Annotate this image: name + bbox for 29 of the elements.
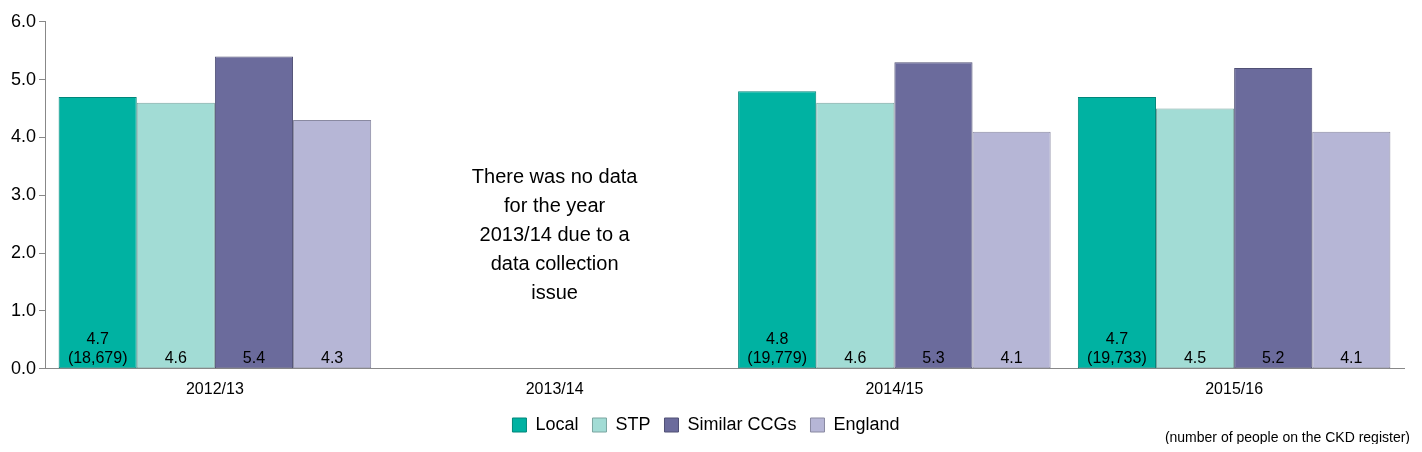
data-label: 4.7 (19,733) (1087, 330, 1147, 367)
legend-label: Similar CCGs (687, 413, 797, 434)
y-tick-label: 0.0 (10, 357, 37, 378)
data-label: 4.6 (164, 349, 188, 367)
data-label: 5.2 (1262, 349, 1285, 367)
y-tick-label: 5.0 (10, 68, 37, 89)
y-tick-label: 4.0 (10, 126, 37, 147)
x-tick-label: 2013/14 (525, 379, 584, 397)
data-label: 4.5 (1183, 349, 1207, 367)
x-tick-label: 2014/15 (865, 379, 924, 397)
data-label: 5.4 (242, 349, 266, 367)
y-tick-label: 6.0 (10, 10, 37, 31)
y-tick-label: 2.0 (10, 242, 37, 263)
legend-label: Local (535, 413, 579, 434)
data-label: 4.8 (19,779) (747, 330, 807, 367)
y-tick-label: 3.0 (10, 184, 37, 205)
data-label: 4.1 (1000, 349, 1023, 367)
x-tick-label: 2015/16 (1205, 379, 1264, 397)
legend-label: STP (615, 413, 651, 434)
y-tick-label: 1.0 (10, 299, 37, 320)
data-label: 4.6 (844, 349, 867, 367)
data-label: 4.7 (18,679) (67, 330, 128, 367)
text: (number of people on the CKD register) (1164, 428, 1410, 445)
annotation: There was no data for the year 2013/14 due to a data collection issue (471, 164, 639, 303)
data-label: 5.3 (922, 349, 945, 367)
legend-label: England (833, 413, 900, 434)
x-tick-label: 2012/13 (185, 379, 244, 397)
data-label: 4.1 (1340, 349, 1363, 367)
data-label: 4.3 (320, 349, 344, 367)
